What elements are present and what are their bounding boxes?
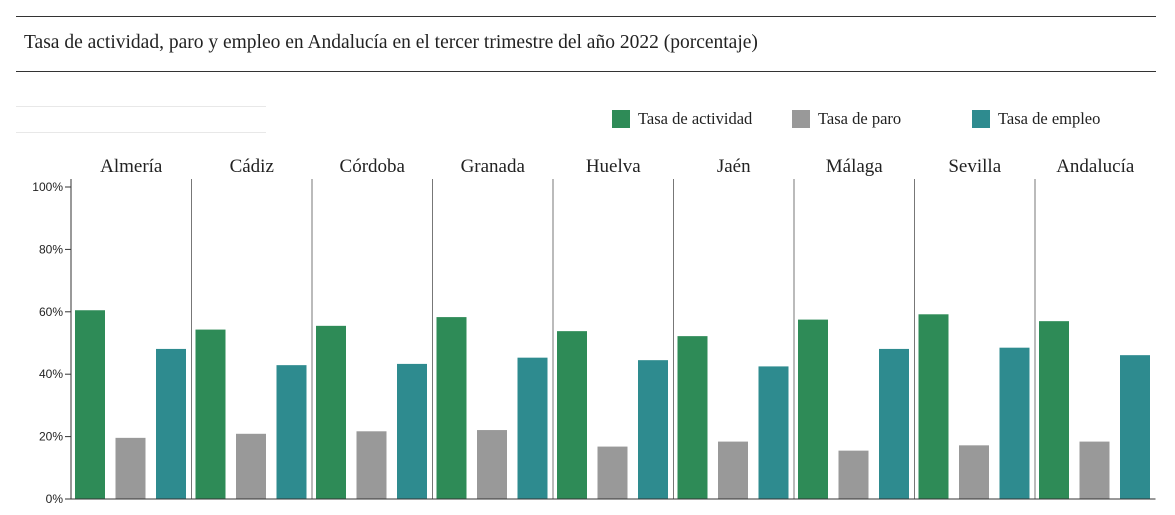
legend-swatch-actividad — [612, 110, 630, 128]
bar-chart: 0% 20% 40% 60% 80% 100% Almería Cádiz Córdoba Gra… — [32, 156, 1156, 506]
bar — [517, 357, 548, 499]
legend-swatch-empleo — [972, 110, 990, 128]
y-tick-label: 80% — [39, 242, 63, 256]
bar — [798, 319, 828, 499]
category-header: Huelva — [586, 156, 641, 177]
legend-label-empleo: Tasa de empleo — [998, 109, 1101, 128]
legend-label-paro: Tasa de paro — [818, 109, 902, 128]
bar — [276, 365, 307, 499]
category-header: Sevilla — [948, 156, 1001, 177]
bar — [436, 317, 467, 499]
category-header: Cádiz — [230, 156, 274, 177]
bar — [918, 314, 949, 499]
bar — [115, 437, 146, 499]
bar — [1079, 441, 1110, 499]
legend-label-actividad: Tasa de actividad — [638, 109, 753, 128]
bar — [999, 347, 1030, 499]
category-header: Málaga — [826, 156, 884, 177]
category-header: Córdoba — [340, 156, 406, 177]
bar — [316, 325, 346, 499]
bar — [718, 441, 748, 499]
bar — [638, 360, 668, 499]
bar — [959, 445, 989, 499]
source-box — [16, 106, 266, 133]
bar — [236, 433, 266, 499]
bar — [356, 431, 387, 499]
bar — [758, 366, 789, 499]
category-header: Andalucía — [1056, 156, 1135, 177]
y-tick-label: 20% — [39, 430, 63, 444]
legend-swatch-paro — [792, 110, 810, 128]
category-header: Granada — [461, 156, 526, 177]
chart-title: Tasa de actividad, paro y empleo en Anda… — [24, 32, 758, 53]
bar — [838, 450, 869, 499]
bar — [1039, 321, 1069, 499]
y-tick-label: 40% — [39, 367, 63, 381]
y-tick-label: 100% — [32, 180, 63, 194]
y-tick-label: 0% — [46, 492, 64, 506]
bar — [557, 331, 587, 499]
bar — [1120, 355, 1150, 499]
y-tick-label: 60% — [39, 305, 63, 319]
bar — [75, 310, 105, 499]
category-header: Almería — [100, 156, 163, 177]
category-header: Jaén — [717, 156, 751, 177]
bar — [156, 348, 186, 499]
bar — [477, 430, 507, 499]
bar — [195, 329, 226, 499]
bar — [677, 336, 708, 499]
bar — [879, 348, 909, 499]
bar — [597, 446, 628, 499]
top-rule — [16, 16, 1156, 17]
title-rule — [16, 71, 1156, 72]
bar — [397, 363, 427, 499]
